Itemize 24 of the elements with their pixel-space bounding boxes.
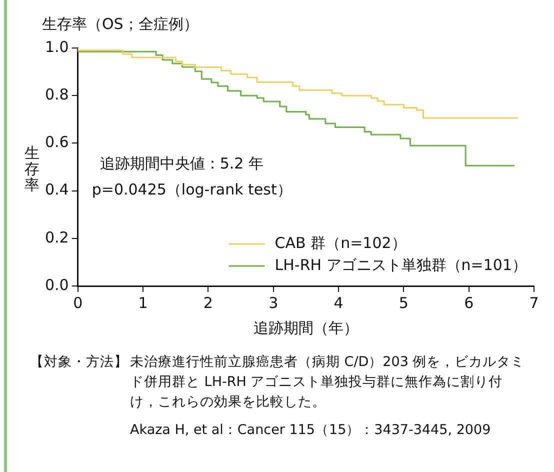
x-tick-label: 6 bbox=[464, 294, 474, 312]
x-tick-label: 3 bbox=[268, 294, 278, 312]
text: Akaza H, et al：Cancer 115（15）：3437-3445, 2009 bbox=[130, 421, 492, 440]
legend-label: LH-RH アゴニスト単独群（n=101） bbox=[274, 256, 528, 274]
y-tick-label: 1.0 bbox=[44, 38, 69, 56]
x-tick-label: 4 bbox=[334, 294, 344, 312]
y-axis-title: 生存率 bbox=[24, 144, 40, 194]
y-tick-label: 0.0 bbox=[44, 276, 69, 294]
text: 【対象・方法】 bbox=[30, 353, 128, 372]
y-tick-label: 0.8 bbox=[44, 85, 69, 104]
chart-title: 生存率（OS；全症例） bbox=[42, 14, 198, 33]
legend-label: CAB 群（n=102） bbox=[274, 234, 406, 252]
annotation: p=0.0425（log-rank test） bbox=[92, 180, 292, 199]
text: 未治療進行性前立腺癌患者（病期 C/D）203 例を，ビカルタミド併用群と LH-RH アゴニスト単独投与群に無作為に割り付け，これらの効果を比較した。 bbox=[130, 353, 526, 412]
y-tick-label: 0.6 bbox=[44, 133, 69, 152]
x-axis-title: 追跡期間（年） bbox=[253, 318, 358, 337]
x-tick-label: 5 bbox=[398, 294, 408, 312]
y-tick-label: 0.2 bbox=[44, 228, 69, 246]
x-tick-label: 7 bbox=[529, 294, 539, 312]
y-tick-label: 0.4 bbox=[44, 180, 69, 199]
x-tick-label: 2 bbox=[203, 294, 213, 312]
x-tick-label: 0 bbox=[73, 294, 83, 312]
x-tick-label: 1 bbox=[138, 294, 148, 312]
annotation: 追跡期間中央値：5.2 年 bbox=[100, 154, 264, 173]
